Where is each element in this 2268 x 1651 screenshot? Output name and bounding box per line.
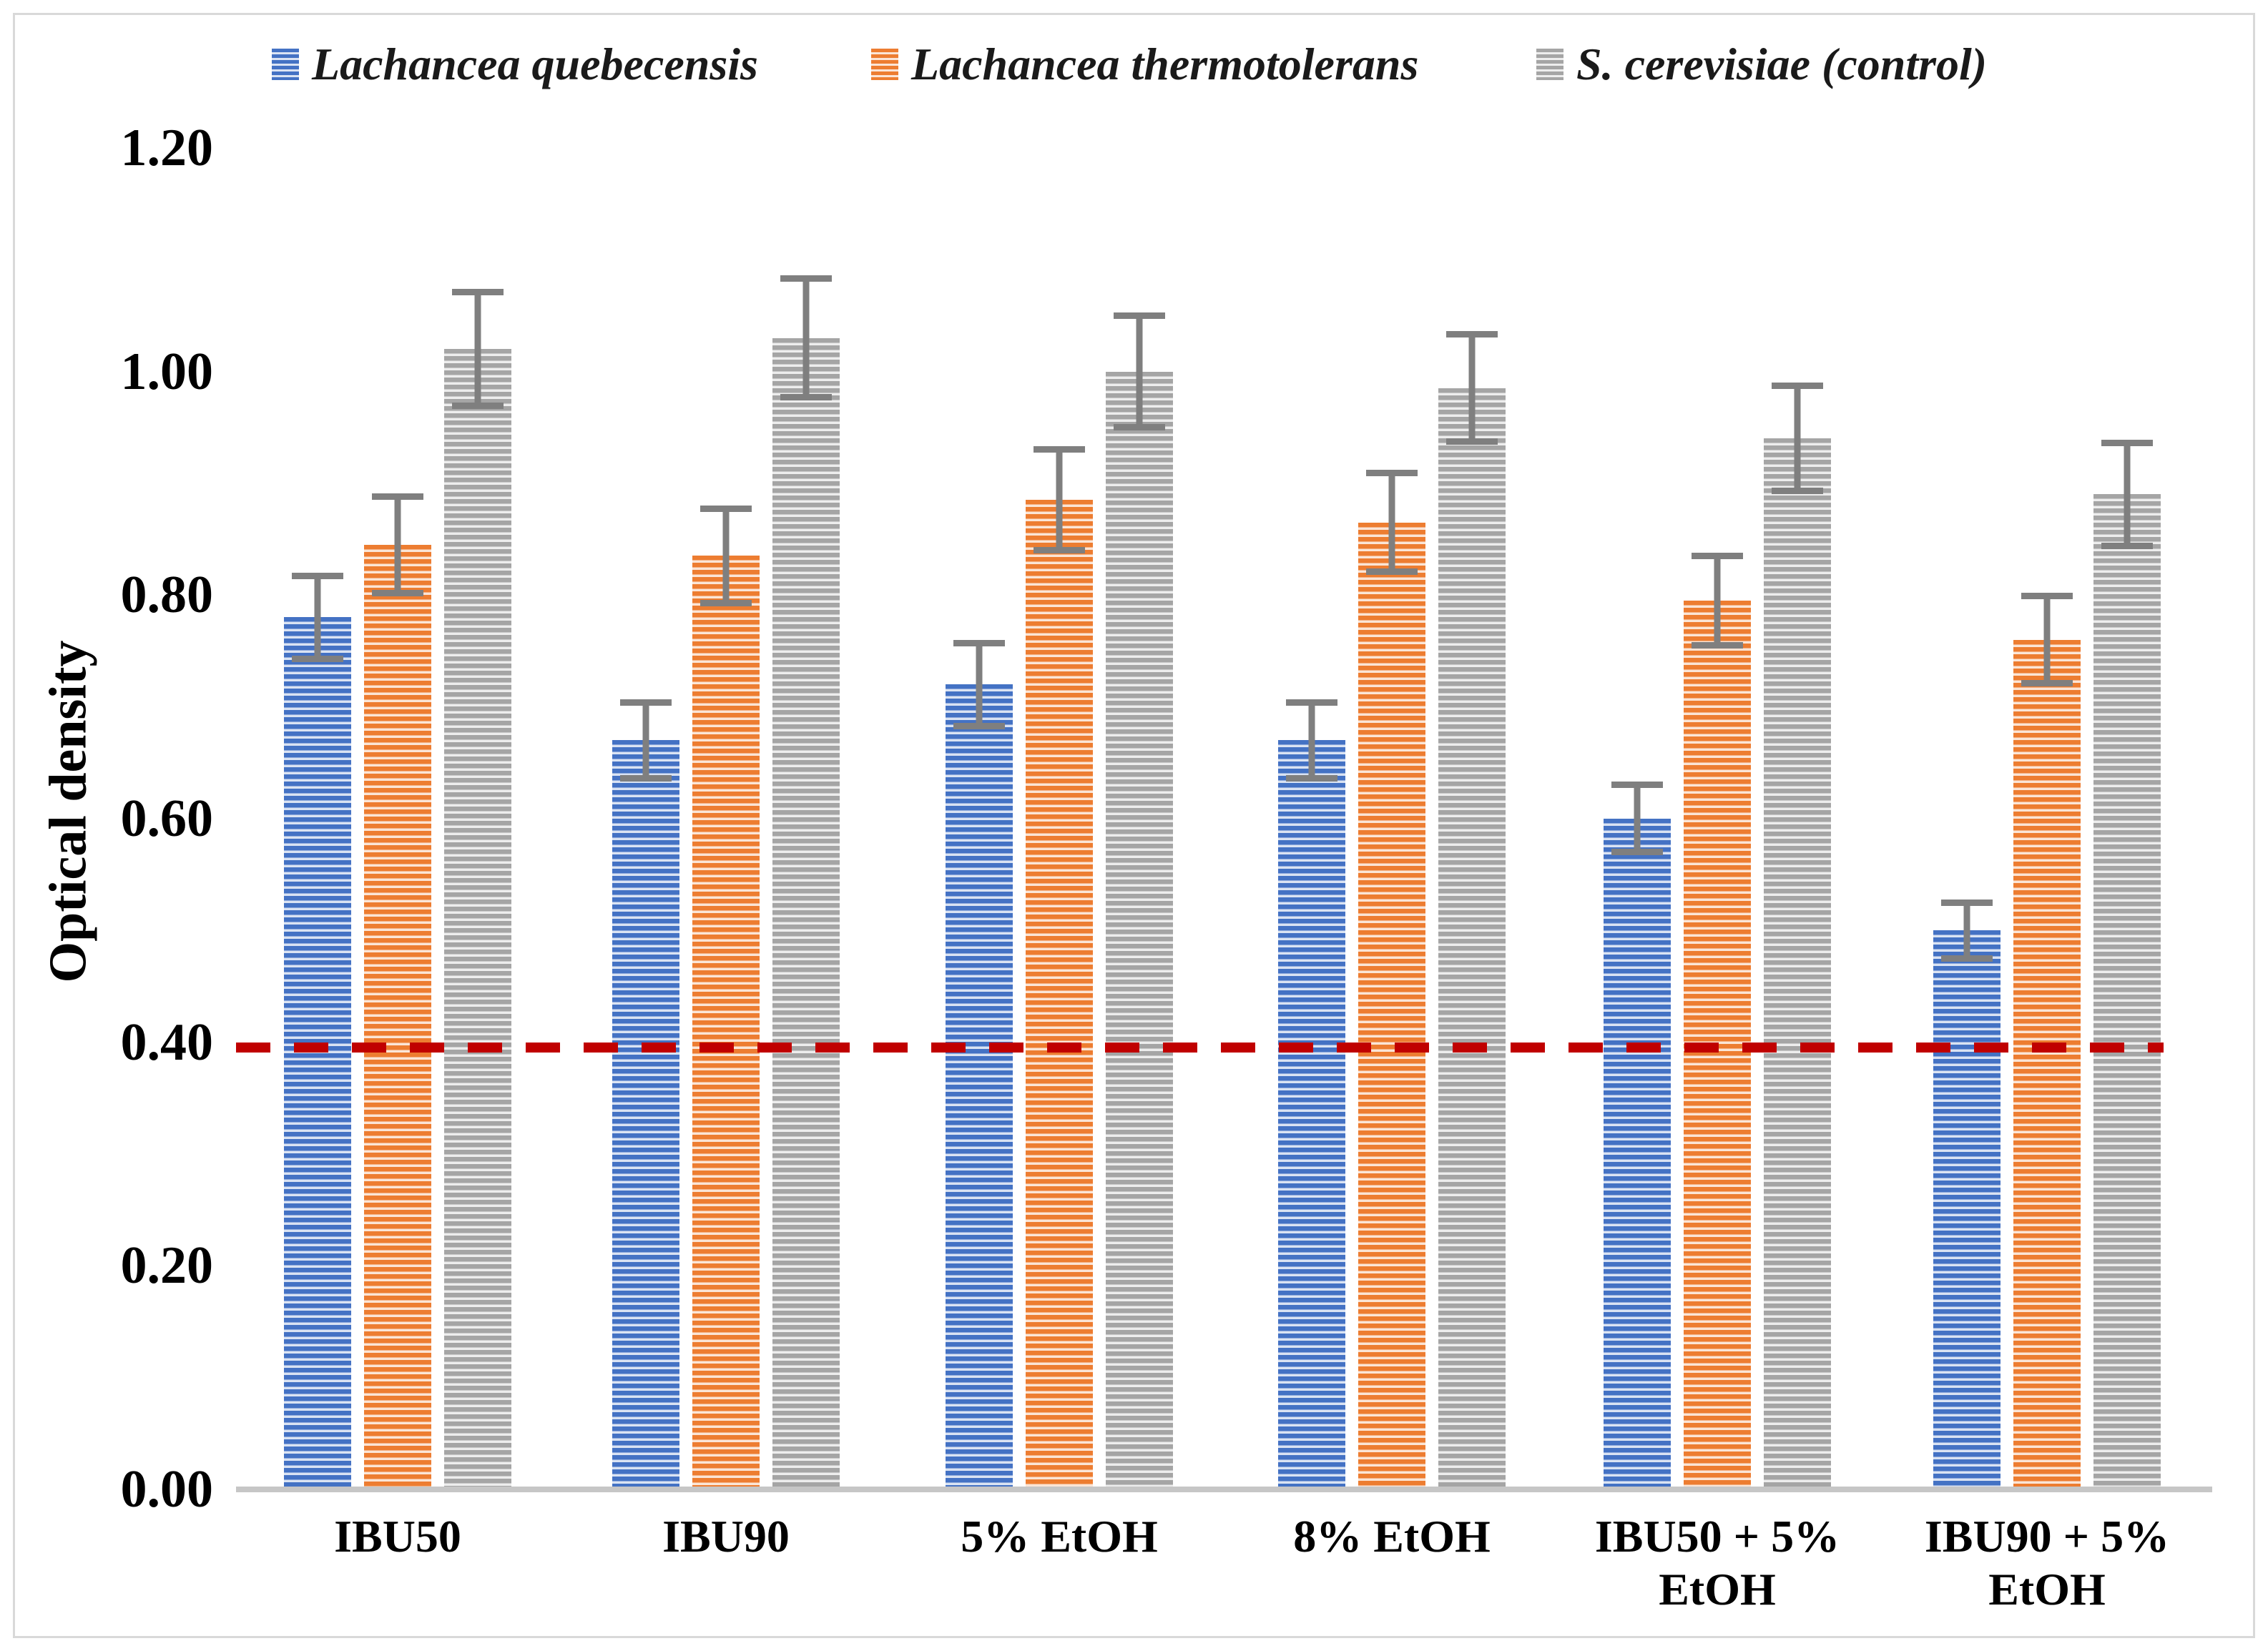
error-line	[474, 288, 481, 410]
error-cap-bottom	[1446, 438, 1498, 445]
error-bar	[953, 639, 1005, 729]
x-tick-label: IBU90 + 5% EtOH	[1924, 1511, 2170, 1615]
bar	[364, 544, 431, 1489]
y-tick-label: 0.40	[120, 1012, 214, 1072]
bar	[1764, 438, 1831, 1489]
legend-swatch-cerevisiae-icon	[1536, 49, 1563, 80]
y-tick-label: 0.80	[120, 566, 214, 625]
legend-label: Lachancea thermotolerans	[911, 39, 1419, 89]
error-bar	[620, 699, 672, 782]
bar	[692, 556, 760, 1489]
legend-item: S. cerevisiae (control)	[1536, 37, 1987, 92]
error-bar	[1772, 383, 1823, 495]
error-cap-bottom	[1611, 849, 1663, 856]
error-bar	[1941, 899, 1993, 962]
error-line	[2043, 593, 2051, 687]
error-cap-bottom	[452, 403, 504, 410]
error-cap-bottom	[1114, 424, 1165, 431]
y-tick-label: 0.20	[120, 1236, 214, 1296]
error-line	[1388, 470, 1395, 575]
error-bar	[2021, 593, 2073, 687]
error-bar	[1446, 331, 1498, 445]
error-line	[1714, 552, 1721, 649]
legend-label: S. cerevisiae (control)	[1576, 39, 1988, 89]
error-cap-bottom	[1286, 775, 1337, 782]
bar	[1438, 388, 1506, 1489]
bar	[612, 740, 679, 1489]
legend-swatch-quebecensis-icon	[272, 49, 299, 80]
error-bar	[1286, 699, 1337, 782]
error-line	[722, 506, 730, 606]
error-cap-bottom	[780, 393, 832, 400]
error-line	[1468, 331, 1476, 445]
error-cap-bottom	[953, 722, 1005, 729]
error-bar	[780, 275, 832, 400]
error-line	[976, 639, 983, 729]
error-line	[1136, 312, 1143, 431]
threshold-line	[236, 1043, 2164, 1053]
bar	[1278, 740, 1345, 1489]
error-cap-bottom	[1034, 547, 1085, 554]
chart-border	[13, 13, 2255, 1638]
error-bar	[452, 288, 504, 410]
error-line	[1634, 782, 1641, 856]
bar	[2013, 639, 2081, 1489]
y-tick-label: 1.20	[120, 118, 214, 177]
error-bar	[700, 506, 752, 606]
legend-item: Lachancea quebecensis	[272, 37, 758, 92]
error-line	[1963, 899, 1970, 962]
bar	[1604, 818, 1671, 1489]
error-bar	[1692, 552, 1743, 649]
y-tick-label: 0.00	[120, 1460, 214, 1519]
error-line	[1308, 699, 1315, 782]
error-cap-bottom	[2101, 542, 2153, 549]
error-cap-bottom	[1692, 642, 1743, 649]
error-line	[642, 699, 649, 782]
error-bar	[2101, 440, 2153, 549]
bar	[1106, 371, 1173, 1489]
legend-label: Lachancea quebecensis	[312, 39, 758, 89]
legend-swatch-thermotolerans-icon	[871, 49, 898, 80]
error-line	[394, 493, 401, 596]
y-tick-label: 1.00	[120, 342, 214, 401]
error-line	[1794, 383, 1801, 495]
error-cap-bottom	[2021, 680, 2073, 687]
error-cap-bottom	[292, 655, 343, 662]
bar	[284, 617, 351, 1489]
x-tick-label: IBU90	[662, 1511, 790, 1562]
bar	[772, 337, 840, 1489]
x-tick-label: 8% EtOH	[1293, 1511, 1491, 1562]
error-cap-bottom	[1941, 955, 1993, 962]
error-bar	[1114, 312, 1165, 431]
error-cap-bottom	[372, 589, 423, 596]
bar	[946, 684, 1013, 1489]
error-line	[802, 275, 810, 400]
error-bar	[1366, 470, 1418, 575]
x-tick-label: 5% EtOH	[961, 1511, 1158, 1562]
error-cap-bottom	[700, 599, 752, 606]
error-bar	[372, 493, 423, 596]
y-tick-label: 0.60	[120, 789, 214, 848]
bar	[1358, 522, 1425, 1489]
error-line	[1056, 446, 1063, 554]
error-bar	[1034, 446, 1085, 554]
x-tick-label: IBU50	[334, 1511, 461, 1562]
error-cap-bottom	[1772, 488, 1823, 495]
error-line	[314, 573, 321, 662]
error-line	[2124, 440, 2131, 549]
error-cap-bottom	[1366, 568, 1418, 575]
bar	[1933, 930, 2001, 1489]
bar	[2093, 494, 2161, 1489]
legend-item: Lachancea thermotolerans	[871, 37, 1418, 92]
x-axis-line	[236, 1487, 2212, 1492]
error-bar	[292, 573, 343, 662]
bar	[1026, 500, 1093, 1489]
x-tick-label: IBU50 + 5% EtOH	[1594, 1511, 1840, 1615]
bar	[444, 349, 511, 1489]
error-cap-bottom	[620, 775, 672, 782]
error-bar	[1611, 782, 1663, 856]
